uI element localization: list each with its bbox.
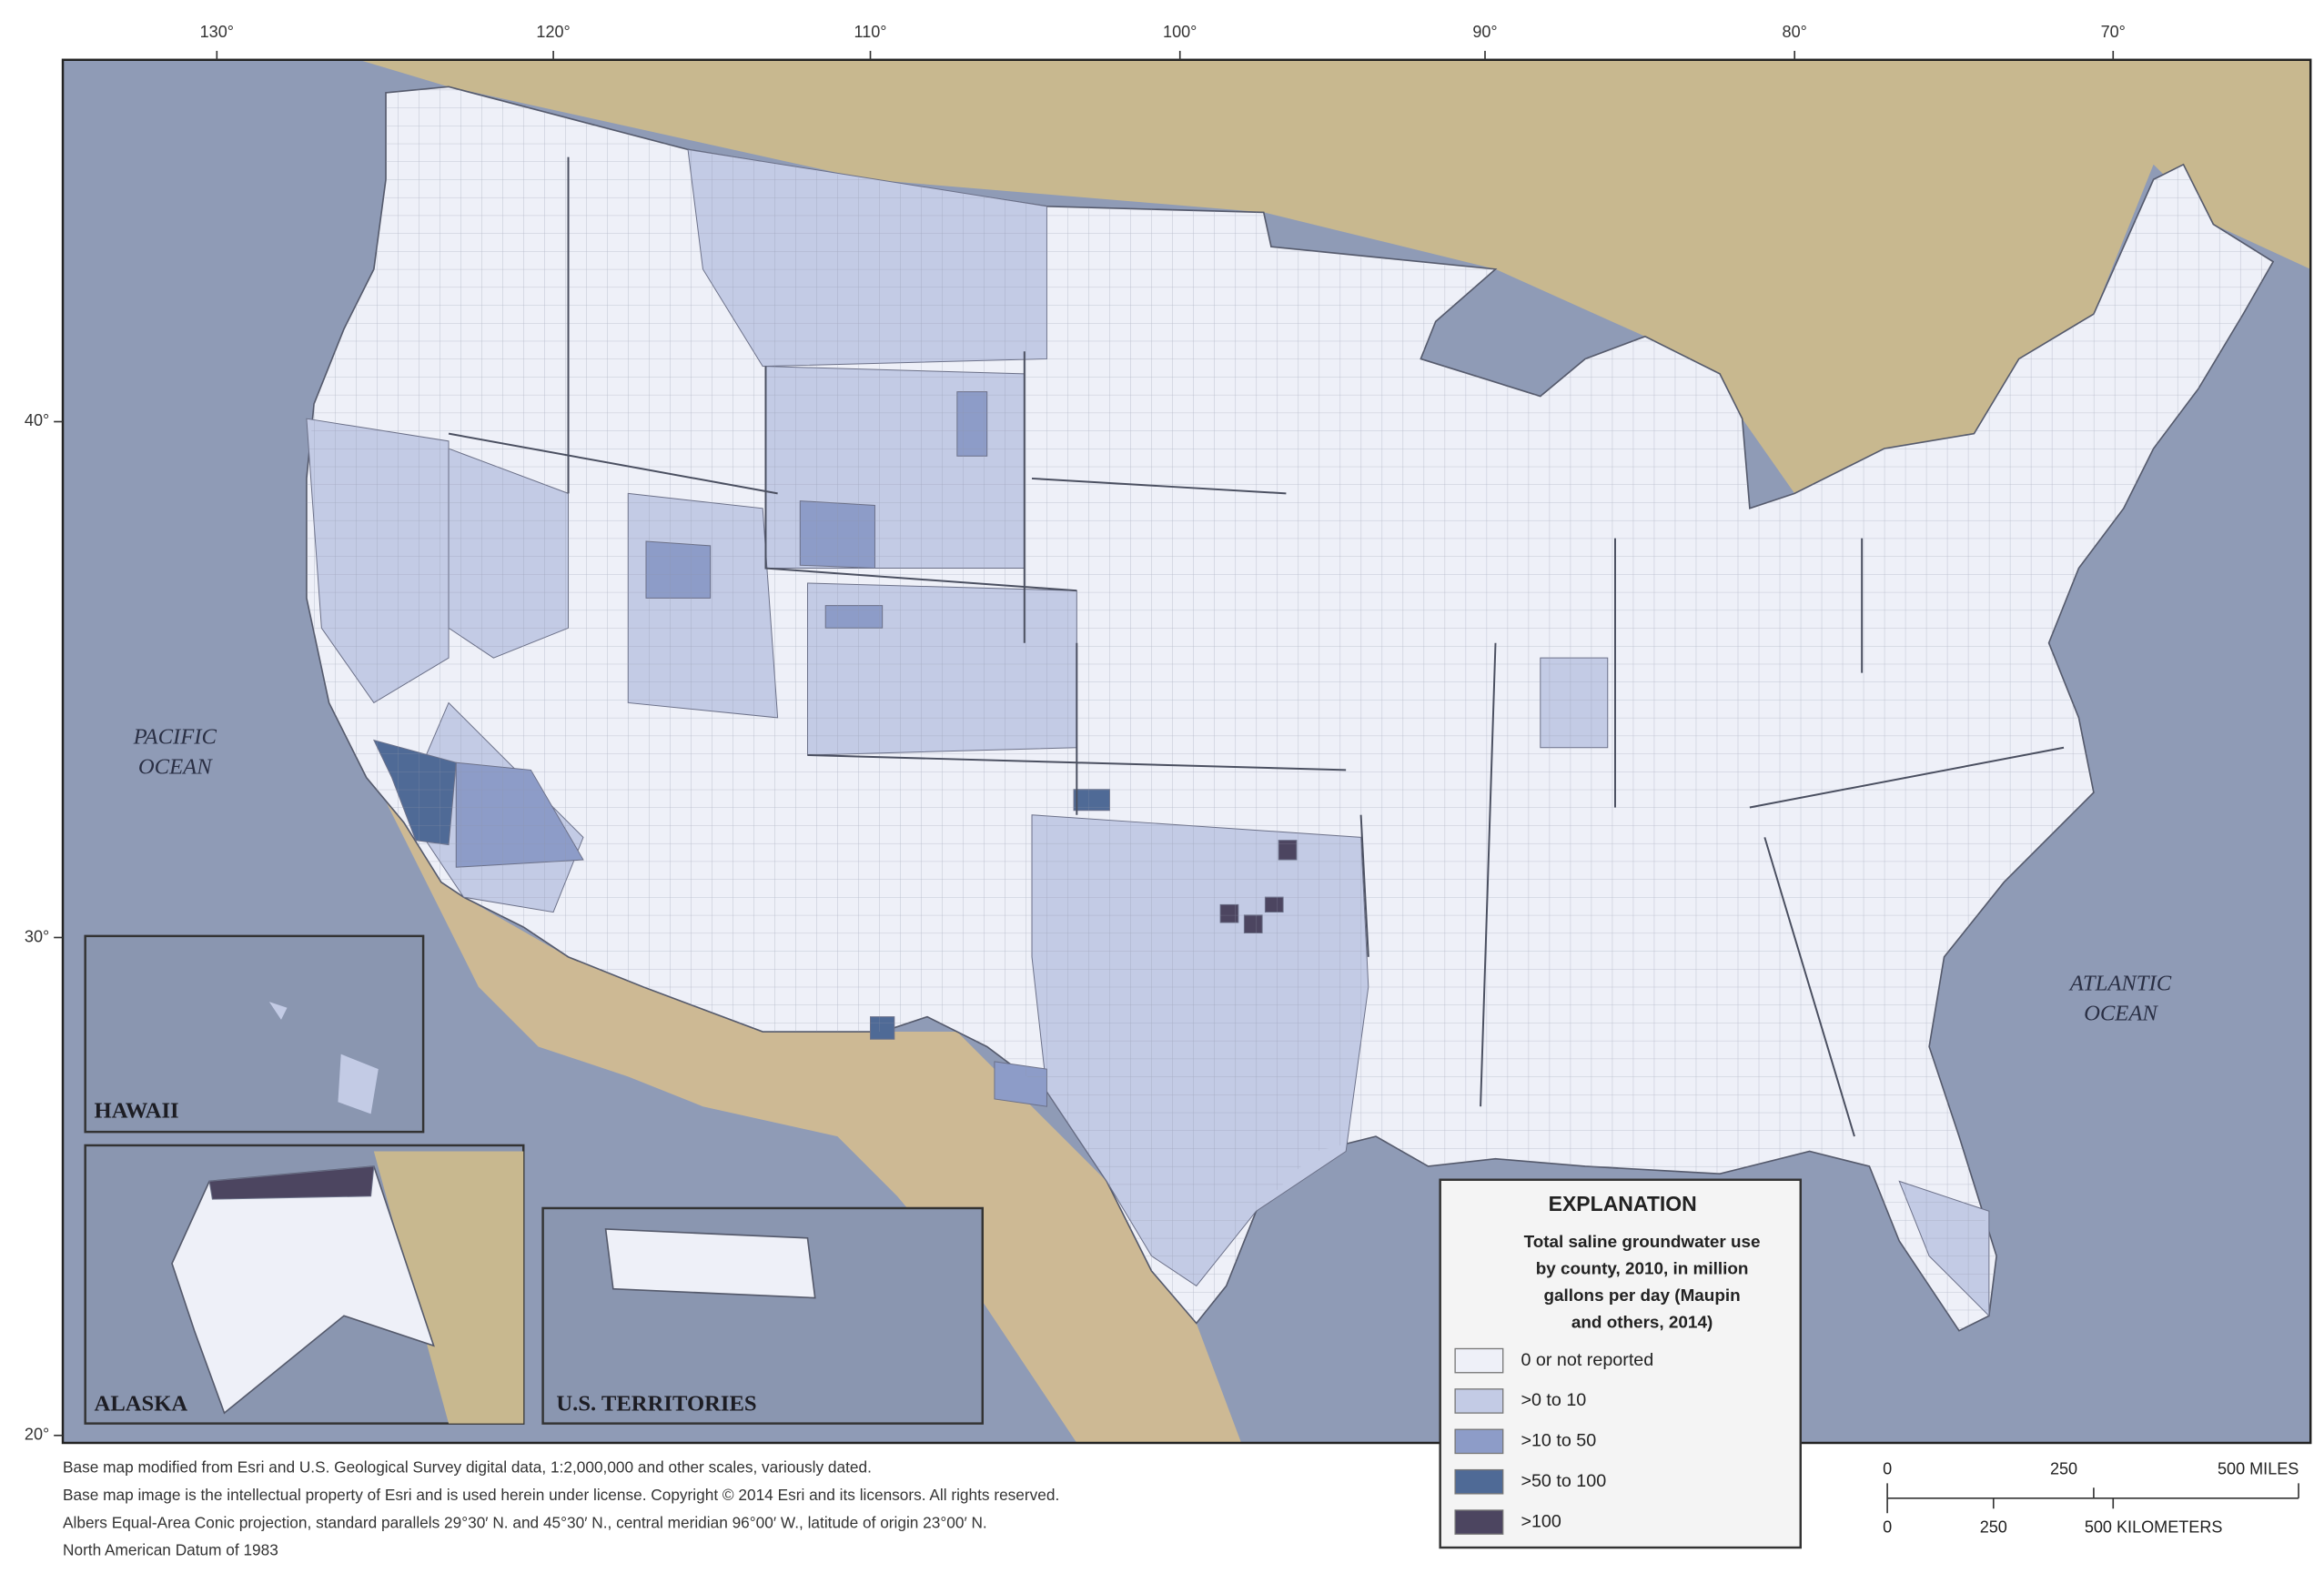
legend-label: 0 or not reported [1521, 1350, 1653, 1370]
longitude-label: 100° [1163, 23, 1197, 41]
puerto-rico [604, 1228, 816, 1299]
map-body: HAWAII ALASKA U.S. TERRITORIES PACIFIC OCEA… [63, 59, 2311, 1443]
scale-label-km: 500 KILOMETERS [2085, 1518, 2223, 1536]
credit-line: Base map modified from Esri and U.S. Geo… [63, 1457, 872, 1476]
county-patch [208, 1165, 375, 1200]
legend-swatch [1454, 1347, 1504, 1374]
inset-label: U.S. TERRITORIES [556, 1392, 756, 1417]
insets: HAWAII ALASKA U.S. TERRITORIES [84, 934, 985, 1425]
ocean-label: PACIFIC [133, 725, 217, 750]
legend-label: >10 to 50 [1521, 1431, 1596, 1451]
scale-label-km: 0 [1883, 1518, 1892, 1536]
longitude-label: 90° [1472, 23, 1497, 41]
graticule-ticks: 130° 120° 110° 100° 90° 80° 70° 40° 30° 20° [25, 23, 2126, 1444]
legend-label: >50 to 100 [1521, 1471, 1606, 1491]
county-lines [306, 86, 2274, 1331]
longitude-label: 130° [200, 23, 234, 41]
latitude-label: 30° [25, 927, 49, 945]
legend-subtitle: and others, 2014) [1571, 1314, 1713, 1333]
scale-label-miles: 500 MILES [2218, 1459, 2299, 1477]
latitude-label: 20° [25, 1426, 49, 1444]
inset-label: HAWAII [95, 1098, 179, 1123]
longitude-label: 120° [536, 23, 570, 41]
legend-swatch [1454, 1468, 1504, 1495]
legend-label: >100 [1521, 1511, 1561, 1531]
credit-line: Base map image is the intellectual prope… [63, 1486, 1059, 1504]
legend-subtitle: by county, 2010, in million [1536, 1259, 1749, 1278]
legend-subtitle: Total saline groundwater use [1524, 1233, 1761, 1252]
ocean-labels: PACIFIC OCEAN ATLANTIC OCEAN [133, 725, 2172, 1026]
legend-swatch [1454, 1509, 1504, 1535]
hawaii-islands [268, 1002, 379, 1114]
credits: Base map modified from Esri and U.S. Geo… [63, 1457, 1059, 1558]
credit-line: Albers Equal-Area Conic projection, stan… [63, 1513, 987, 1531]
alaska-land [171, 1165, 435, 1415]
map-frame [61, 58, 2312, 1445]
scale-label-miles: 250 [2050, 1459, 2077, 1477]
longitude-label: 70° [2101, 23, 2126, 41]
ocean-label: OCEAN [138, 754, 213, 779]
canada [359, 59, 2311, 494]
latitude-label: 40° [25, 411, 49, 429]
legend-label: >0 to 10 [1521, 1390, 1586, 1410]
scale-bar: 0 250 500 MILES 0 250 500 KILOMETERS [1883, 1459, 2299, 1536]
inset-label: ALASKA [95, 1392, 188, 1417]
legend: EXPLANATION Total saline groundwater use… [1439, 1178, 1803, 1549]
mexico [373, 777, 1242, 1443]
legend-swatch [1454, 1388, 1504, 1414]
longitude-label: 80° [1783, 23, 1807, 41]
scale-label-miles: 0 [1883, 1459, 1892, 1477]
ocean-label: OCEAN [2084, 1002, 2158, 1026]
ocean-label: ATLANTIC [2068, 972, 2172, 996]
scale-label-km: 250 [1980, 1518, 2007, 1536]
longitude-label: 110° [854, 23, 887, 41]
canada-inset [373, 1151, 524, 1424]
legend-title: EXPLANATION [1549, 1192, 1697, 1215]
credit-line: North American Datum of 1983 [63, 1541, 278, 1559]
state-lines [448, 156, 2065, 1137]
legend-subtitle: gallons per day (Maupin [1543, 1286, 1740, 1306]
legend-swatch [1454, 1428, 1504, 1455]
